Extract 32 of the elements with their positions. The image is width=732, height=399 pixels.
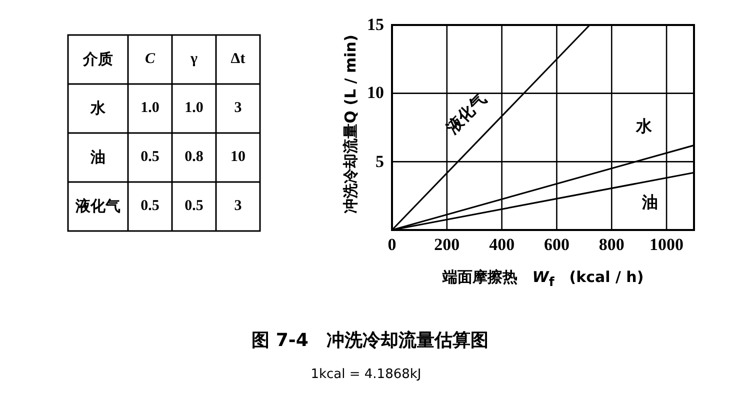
- x-tick-label: 0: [388, 235, 396, 255]
- series-label: 油: [642, 192, 658, 214]
- text: 油: [90, 147, 106, 168]
- text: 水: [89, 98, 106, 119]
- text: 1.0: [140, 99, 160, 118]
- text: 图 7-4 冲洗冷却流量估算图: [252, 329, 488, 352]
- text: 端面摩擦热 W$_{f}$ (kcal / h): [442, 268, 644, 289]
- text: 1.0: [184, 99, 204, 118]
- text: 3: [233, 197, 243, 216]
- y-tick-label: 15: [367, 15, 384, 35]
- y-tick-label: 10: [367, 83, 384, 104]
- x-tick-label: 600: [544, 235, 570, 255]
- text: 液化气: [442, 88, 491, 138]
- text: 0.8: [184, 148, 204, 167]
- series-label: 水: [636, 116, 652, 138]
- y-tick-label: 5: [376, 152, 384, 172]
- text: 0.5: [140, 148, 160, 167]
- text: Δt: [230, 50, 246, 69]
- x-tick-label: 800: [598, 235, 624, 255]
- y-axis-title: 冲洗冷却流量Q (L / min): [342, 34, 360, 213]
- text: 0.5: [184, 197, 204, 216]
- text: γ: [189, 50, 199, 69]
- x-tick-label: 400: [489, 235, 515, 255]
- text: 介质: [82, 49, 114, 70]
- x-tick-label: 1000: [650, 235, 684, 255]
- text: 0.5: [140, 197, 160, 216]
- text: 1kcal = 4.1868kJ: [310, 367, 422, 382]
- text: C: [144, 50, 156, 69]
- text: 3: [233, 99, 243, 118]
- text: 液化气: [74, 196, 122, 217]
- x-tick-label: 200: [434, 235, 460, 255]
- text: 10: [230, 148, 246, 167]
